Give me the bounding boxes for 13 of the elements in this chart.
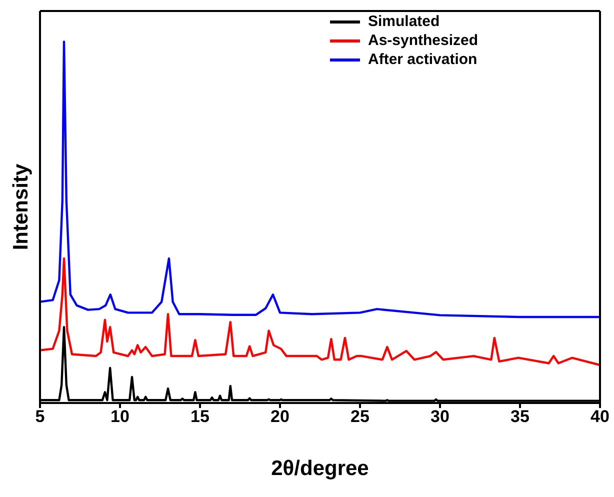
y-axis-title: Intensity	[9, 164, 32, 250]
x-tick-label: 10	[110, 407, 130, 426]
legend-label: Simulated	[368, 12, 440, 31]
x-tick-label: 15	[190, 407, 210, 426]
x-tick-label: 30	[430, 407, 450, 426]
x-tick-label: 35	[510, 407, 530, 426]
legend-label: As-synthesized	[368, 31, 478, 50]
x-tick-label: 20	[270, 407, 290, 426]
x-tick-label: 25	[350, 407, 370, 426]
x-tick-label: 40	[590, 407, 610, 426]
x-axis-title: 2θ/degree	[271, 457, 369, 480]
legend-label: After activation	[368, 50, 478, 69]
x-tick-label: 5	[35, 407, 45, 426]
